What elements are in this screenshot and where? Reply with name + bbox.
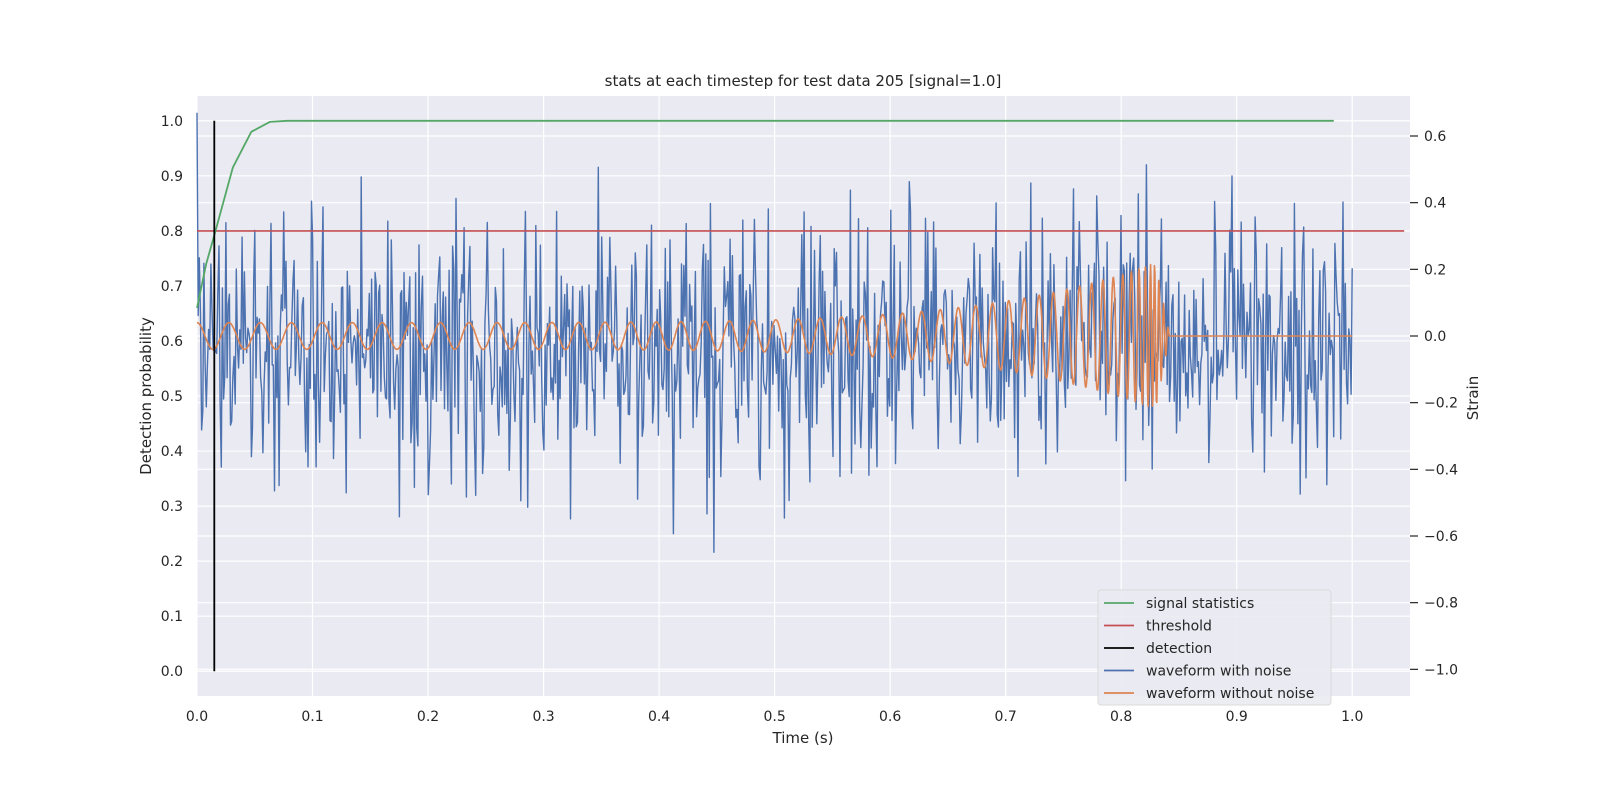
x-tick-label: 0.6 xyxy=(879,709,901,725)
legend-box xyxy=(1097,589,1332,706)
y2-tick-label: 0.0 xyxy=(1424,329,1446,345)
legend-label: threshold xyxy=(1146,619,1212,635)
x-tick-label: 0.1 xyxy=(301,709,323,725)
y-axis-left: 0.0 0.1 0.2 0.3 0.4 0.5 0.6 0.7 0.8 0.9 1.0 xyxy=(161,114,183,680)
legend-label: signal statistics xyxy=(1146,596,1254,612)
y-tick-label: 0.3 xyxy=(161,499,183,515)
y2-tick-label: −0.6 xyxy=(1424,529,1458,545)
x-axis-title: Time (s) xyxy=(772,729,834,747)
y-tick-label: 0.9 xyxy=(161,169,183,185)
series-signal-statistics xyxy=(196,119,1334,309)
y2-tick-label: −1.0 xyxy=(1424,662,1458,678)
x-tick-label: 0.9 xyxy=(1226,709,1248,725)
y2-tick-label: 0.4 xyxy=(1424,196,1446,212)
y-tick-label: 0.0 xyxy=(161,664,183,680)
x-tick-label: 0.4 xyxy=(648,709,670,725)
y-tick-label: 0.7 xyxy=(161,279,183,295)
y-axis-right: −1.0 −0.8 −0.6 −0.4 −0.2 0.0 0.2 0.4 0.6 xyxy=(1410,129,1458,678)
y-tick-label: 0.6 xyxy=(161,334,183,350)
legend-label: waveform with noise xyxy=(1146,664,1291,680)
x-tick-label: 0.3 xyxy=(532,709,554,725)
y-tick-label: 0.2 xyxy=(161,554,183,570)
y-axis-title: Detection probability xyxy=(137,317,155,475)
series-layer xyxy=(196,112,1405,672)
x-tick-label: 0.7 xyxy=(995,709,1017,725)
y-tick-label: 0.5 xyxy=(161,389,183,405)
legend: signal statistics threshold detection wavef… xyxy=(1097,589,1332,706)
y2-tick-label: 0.2 xyxy=(1424,262,1446,278)
x-tick-label: 0.0 xyxy=(186,709,208,725)
series-waveform-without-noise xyxy=(196,263,1353,408)
y2-tick-label: −0.8 xyxy=(1424,596,1458,612)
x-axis: 0.0 0.1 0.2 0.3 0.4 0.5 0.6 0.7 0.8 0.9 1.0 xyxy=(186,709,1364,725)
y-tick-label: 0.4 xyxy=(161,444,183,460)
y-tick-label: 0.1 xyxy=(161,609,183,625)
x-tick-label: 1.0 xyxy=(1341,709,1363,725)
y-tick-label: 1.0 xyxy=(161,114,183,130)
y2-axis-title: Strain xyxy=(1464,376,1482,420)
legend-label: waveform without noise xyxy=(1146,686,1314,702)
y2-tick-label: −0.2 xyxy=(1424,396,1458,412)
x-tick-label: 0.2 xyxy=(417,709,439,725)
y2-tick-label: 0.6 xyxy=(1424,129,1446,145)
y-tick-label: 0.8 xyxy=(161,224,183,240)
chart-title: stats at each timestep for test data 205… xyxy=(605,72,1002,90)
x-tick-label: 0.5 xyxy=(763,709,785,725)
legend-label: detection xyxy=(1146,641,1212,657)
x-tick-label: 0.8 xyxy=(1110,709,1132,725)
y2-tick-label: −0.4 xyxy=(1424,462,1458,478)
